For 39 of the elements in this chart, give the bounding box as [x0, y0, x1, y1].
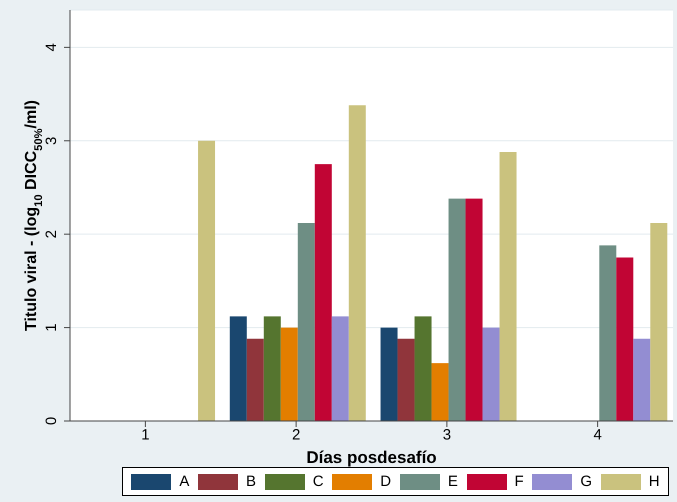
bar — [616, 258, 634, 421]
bar — [448, 198, 466, 421]
x-axis-title: Días posdesafío — [306, 448, 437, 467]
bar — [482, 328, 500, 421]
bar — [314, 164, 332, 421]
bar — [650, 222, 668, 421]
bar — [466, 198, 483, 421]
bar — [230, 316, 247, 421]
y-tick-label: 4 — [43, 43, 60, 52]
bar — [380, 328, 398, 421]
bar — [599, 245, 616, 421]
bar — [414, 316, 432, 421]
x-tick-label: 1 — [141, 426, 150, 444]
bar — [198, 140, 216, 421]
legend-label: F — [514, 473, 524, 490]
bar — [246, 338, 264, 421]
x-tick-label: 3 — [442, 426, 452, 444]
legend-label: G — [580, 473, 592, 490]
legend-label: D — [380, 473, 392, 490]
bar — [432, 363, 449, 421]
bar — [280, 328, 298, 421]
legend-label: H — [648, 473, 660, 490]
y-tick-label: 1 — [43, 323, 60, 332]
bar — [633, 338, 650, 421]
bar — [348, 105, 366, 421]
y-tick-label: 3 — [43, 136, 60, 145]
bar — [500, 152, 517, 421]
legend-label: C — [312, 473, 324, 490]
x-tick-label: 4 — [593, 426, 602, 444]
y-tick-label: 0 — [43, 416, 60, 426]
y-tick-label: 2 — [43, 230, 60, 238]
bar — [398, 338, 415, 421]
bar — [298, 222, 315, 421]
bar — [332, 316, 349, 421]
legend-label: A — [179, 473, 190, 490]
legend-label: B — [246, 473, 256, 490]
legend-label: E — [448, 473, 458, 490]
x-tick-label: 2 — [292, 426, 300, 444]
bar — [264, 316, 281, 421]
